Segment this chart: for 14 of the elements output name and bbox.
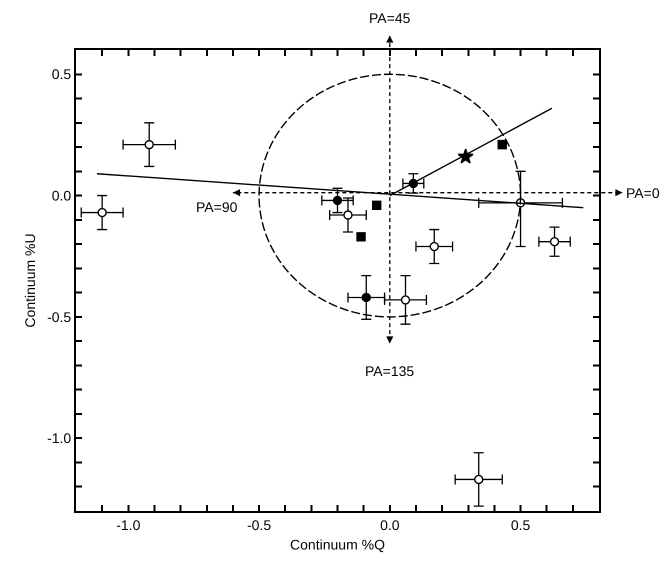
y-tick-label: -1.0 <box>47 430 72 446</box>
x-tick-label: 0.5 <box>510 516 530 533</box>
text: PA=45 <box>369 10 411 26</box>
x-tick-label: -0.5 <box>246 516 272 533</box>
annotation: PA=90 <box>196 199 238 215</box>
x-tick-label: 0.0 <box>380 516 400 533</box>
y-tick-label: -0.5 <box>47 308 72 325</box>
y-axis-title: Continuum %U <box>22 233 38 328</box>
y-tick-label: 0.5 <box>52 66 72 82</box>
x-axis-title: Continuum %Q <box>290 536 386 553</box>
text: PA=0 <box>626 185 660 201</box>
text: -1.0 <box>116 516 140 533</box>
y-tick-label: 0.0 <box>52 187 72 204</box>
annotation: PA=135 <box>365 363 414 379</box>
